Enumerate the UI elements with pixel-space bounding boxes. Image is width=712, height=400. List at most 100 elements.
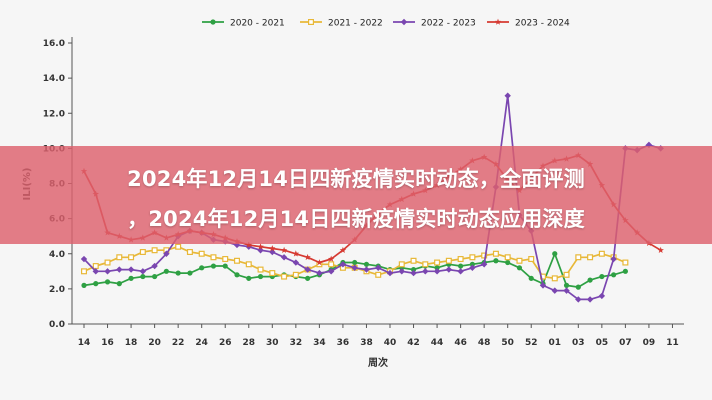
series-point-2022-2023	[504, 92, 511, 99]
x-tick-label: 44	[431, 338, 444, 348]
series-point-2022-2023	[127, 266, 135, 273]
series-point-2020-2021	[552, 251, 558, 257]
banner-title-line-1: 2024年12月14日四新疫情实时动态，全面评测	[127, 167, 585, 191]
series-point-2020-2021	[104, 279, 111, 285]
legend-marker-2023-2024	[494, 18, 502, 25]
series-point-2021-2022	[481, 252, 488, 259]
series-point-2022-2023	[575, 296, 582, 303]
series-point-2022-2023	[422, 268, 429, 275]
series-point-2021-2022	[398, 261, 405, 268]
series-point-2021-2022	[587, 254, 594, 261]
y-tick-label: 0.0	[49, 320, 65, 330]
series-point-2021-2022	[445, 257, 452, 264]
series-point-2022-2023	[363, 266, 370, 273]
y-tick-label: 12.0	[43, 109, 65, 119]
series-point-2020-2021	[622, 268, 628, 274]
series-point-2022-2023	[469, 264, 476, 271]
series-point-2020-2021	[575, 284, 581, 290]
series-point-2020-2021	[505, 259, 511, 266]
series-point-2021-2022	[375, 271, 382, 278]
series-point-2020-2021	[128, 275, 134, 281]
x-tick-label: 32	[290, 338, 303, 348]
x-tick-label: 22	[172, 338, 185, 348]
series-point-2021-2022	[186, 248, 193, 255]
series-point-2023-2024	[339, 246, 347, 253]
series-point-2022-2023	[351, 264, 358, 271]
series-point-2022-2023	[386, 269, 394, 277]
series-point-2020-2021	[363, 261, 370, 267]
y-tick-label: 4.0	[49, 250, 65, 260]
series-point-2021-2022	[257, 266, 264, 273]
series-point-2023-2024	[657, 246, 664, 253]
series-point-2023-2024	[257, 243, 264, 250]
series-point-2021-2022	[281, 273, 288, 280]
series-point-2022-2023	[280, 254, 288, 261]
x-tick-label: 18	[125, 338, 138, 348]
x-tick-label: 40	[384, 338, 397, 348]
series-point-2020-2021	[210, 263, 217, 269]
series-point-2022-2023	[163, 250, 170, 257]
series-point-2022-2023	[316, 269, 323, 277]
series-point-2022-2023	[410, 269, 417, 277]
series-point-2021-2022	[598, 250, 605, 257]
x-tick-label: 46	[454, 338, 467, 348]
series-point-2021-2022	[222, 256, 229, 263]
x-tick-label: 28	[243, 338, 256, 348]
series-point-2020-2021	[234, 272, 240, 278]
series-point-2021-2022	[575, 254, 582, 261]
series-point-2021-2022	[292, 271, 299, 278]
x-tick-label: 20	[148, 338, 161, 348]
series-point-2020-2021	[434, 265, 440, 271]
x-tick-label: 11	[666, 338, 679, 348]
series-point-2020-2021	[611, 272, 617, 278]
series-point-2020-2021	[187, 270, 193, 276]
series-point-2021-2022	[563, 271, 570, 278]
series-point-2022-2023	[457, 268, 464, 275]
series-point-2021-2022	[551, 275, 558, 282]
series-point-2020-2021	[140, 273, 146, 280]
x-tick-label: 42	[407, 338, 420, 348]
legend-label-2023-2024: 2023 - 2024	[515, 19, 570, 29]
series-point-2021-2022	[516, 257, 523, 264]
series-point-2023-2024	[269, 245, 276, 252]
x-tick-label: 30	[266, 338, 279, 348]
x-tick-label: 07	[619, 338, 632, 348]
series-point-2022-2023	[598, 292, 606, 300]
x-tick-label: 24	[195, 338, 208, 348]
series-point-2022-2023	[139, 268, 147, 275]
series-point-2020-2021	[493, 258, 499, 264]
series-point-2020-2021	[93, 281, 99, 287]
series-point-2022-2023	[92, 268, 99, 275]
legend-label-2020-2021: 2020 - 2021	[230, 19, 285, 29]
series-point-2022-2023	[292, 259, 300, 266]
series-point-2022-2023	[610, 255, 617, 263]
series-point-2022-2023	[104, 268, 111, 275]
x-tick-label: 05	[596, 338, 609, 348]
series-point-2020-2021	[305, 275, 311, 281]
series-point-2022-2023	[539, 282, 547, 289]
title-banner	[0, 146, 712, 244]
series-point-2020-2021	[528, 275, 534, 281]
series-point-2021-2022	[328, 261, 335, 268]
series-point-2021-2022	[116, 254, 123, 261]
series-point-2021-2022	[104, 259, 111, 266]
series-point-2022-2023	[586, 296, 594, 303]
x-axis-label: 周次	[368, 356, 388, 369]
series-point-2023-2024	[316, 259, 323, 266]
x-tick-label: 34	[313, 338, 326, 348]
series-point-2023-2024	[304, 253, 311, 260]
series-point-2021-2022	[422, 261, 429, 268]
series-point-2021-2022	[469, 254, 476, 261]
legend-label-2022-2023: 2022 - 2023	[421, 19, 476, 29]
series-point-2021-2022	[269, 270, 276, 277]
series-point-2021-2022	[504, 254, 511, 261]
series-point-2022-2023	[151, 262, 158, 270]
series-point-2022-2023	[433, 268, 441, 275]
series-point-2020-2021	[587, 277, 593, 283]
series-point-2021-2022	[492, 250, 499, 257]
series-point-2022-2023	[398, 268, 405, 275]
series-point-2022-2023	[445, 266, 453, 273]
series-point-2021-2022	[92, 263, 99, 270]
series-point-2021-2022	[139, 248, 146, 255]
series-point-2023-2024	[280, 246, 288, 253]
